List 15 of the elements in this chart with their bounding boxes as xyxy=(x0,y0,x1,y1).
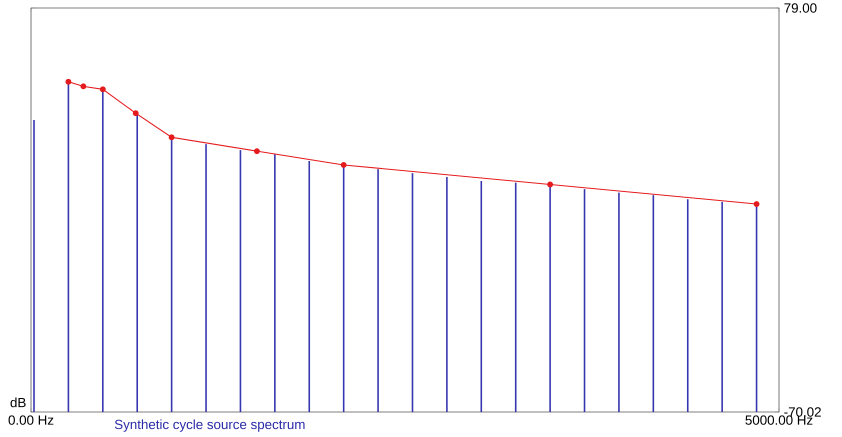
point xyxy=(65,78,72,85)
y-axis-title: dB xyxy=(10,397,26,408)
y-tick-label: -70.02 xyxy=(784,407,821,417)
x-tick-label: 5000.00 Hz xyxy=(745,415,812,425)
point xyxy=(254,148,260,154)
point xyxy=(168,134,175,140)
x-tick-label: 0.00 Hz xyxy=(8,415,54,425)
x-axis-title: Synthetic cycle source spectrum xyxy=(114,419,305,432)
point xyxy=(340,162,347,168)
point xyxy=(547,182,554,188)
point xyxy=(754,201,760,207)
point xyxy=(80,83,86,90)
point xyxy=(132,110,139,116)
point xyxy=(100,86,106,92)
y-tick-label: 79.00 xyxy=(784,3,817,13)
